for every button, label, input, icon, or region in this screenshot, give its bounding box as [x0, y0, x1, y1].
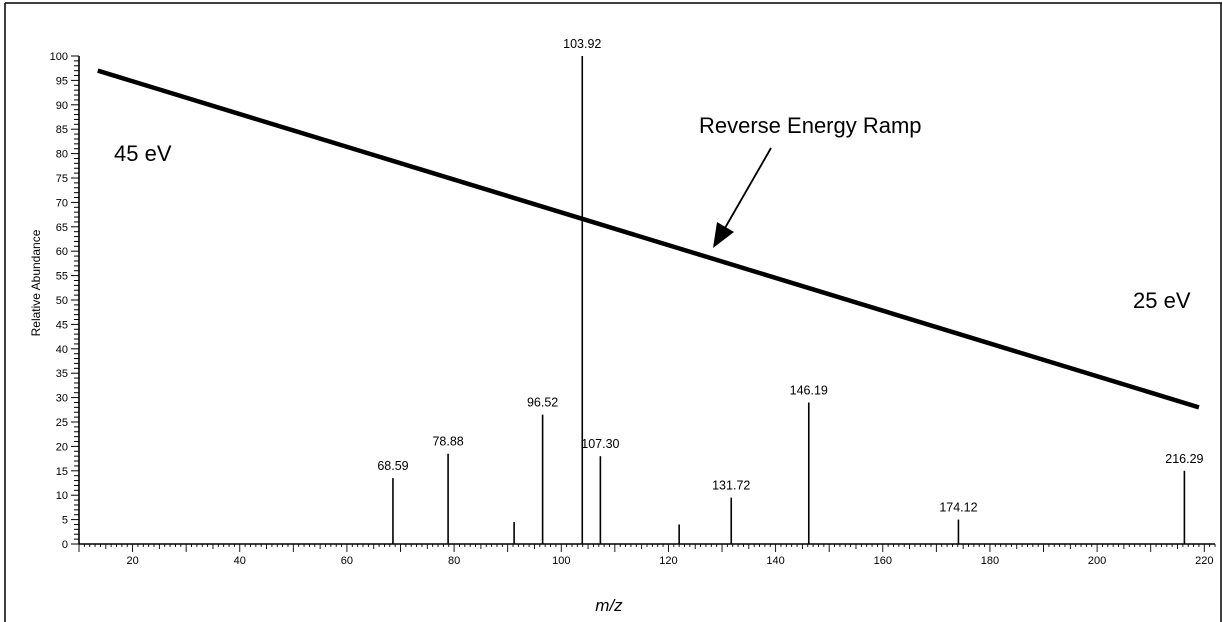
y-tick-label: 75 — [56, 173, 68, 185]
peak-label: 146.19 — [790, 383, 828, 397]
y-tick-label: 50 — [56, 295, 68, 307]
peak-label: 68.59 — [377, 459, 408, 473]
y-tick-label: 35 — [56, 368, 68, 380]
y-tick-label: 5 — [62, 515, 68, 527]
y-tick-label: 25 — [56, 417, 68, 429]
x-axis-ticks: 20 40 60 80 100 120 140 160 180 200 220 — [78, 544, 1216, 567]
y-tick-label: 55 — [56, 271, 68, 283]
y-tick-label: 45 — [56, 319, 68, 331]
x-tick-label: 100 — [552, 555, 570, 567]
spectrum-peaks — [392, 56, 1186, 544]
x-tick-label: 80 — [448, 555, 460, 567]
y-tick-label: 40 — [56, 344, 68, 356]
y-tick-label: 30 — [56, 393, 68, 405]
y-tick-label: 80 — [56, 149, 68, 161]
annotation-25-ev: 25 eV — [1133, 288, 1191, 313]
peak-label: 216.29 — [1165, 452, 1203, 466]
x-tick-label: 180 — [981, 555, 999, 567]
ramp-arrow-head — [713, 222, 734, 248]
peak-label: 103.92 — [563, 37, 601, 51]
energy-ramp-line — [97, 68, 1200, 410]
x-tick-label: 200 — [1088, 555, 1106, 567]
annotation-reverse-energy-ramp: Reverse Energy Ramp — [699, 113, 922, 138]
y-tick-label: 0 — [62, 539, 68, 551]
y-tick-label: 100 — [50, 51, 68, 63]
energy-ramp — [97, 68, 1200, 410]
x-tick-label: 120 — [659, 555, 677, 567]
x-tick-label: 40 — [234, 555, 246, 567]
x-tick-label: 160 — [874, 555, 892, 567]
x-tick-label: 20 — [126, 555, 138, 567]
y-tick-label: 65 — [56, 222, 68, 234]
y-tick-label: 95 — [56, 75, 68, 87]
y-tick-label: 90 — [56, 100, 68, 112]
y-tick-label: 60 — [56, 246, 68, 258]
ramp-arrow-shaft — [724, 147, 772, 229]
y-tick-label: 10 — [56, 490, 68, 502]
peak-label: 96.52 — [527, 396, 558, 410]
y-tick-label: 70 — [56, 197, 68, 209]
annotation-45-ev: 45 eV — [114, 141, 172, 166]
y-tick-label: 20 — [56, 441, 68, 453]
peak-label: 131.72 — [712, 479, 750, 493]
peak-label: 174.12 — [939, 501, 977, 515]
y-axis-ticks: 0 5 10 15 20 25 30 35 40 45 50 55 60 65 70 75 80 85 90 95 10… — [50, 51, 79, 551]
y-tick-label: 15 — [56, 466, 68, 478]
x-tick-label: 60 — [341, 555, 353, 567]
axes — [78, 56, 1215, 545]
y-tick-label: 85 — [56, 124, 68, 136]
x-tick-label: 220 — [1195, 555, 1213, 567]
y-axis-title: Relative Abundance — [29, 229, 43, 336]
peak-labels: 68.59 78.88 96.52 103.92 107.30 131.72 146.19 1… — [377, 37, 1203, 515]
x-tick-label: 140 — [766, 555, 784, 567]
peak-label: 78.88 — [432, 435, 463, 449]
peak-label: 107.30 — [581, 437, 619, 451]
x-axis-title: m/z — [595, 596, 623, 615]
